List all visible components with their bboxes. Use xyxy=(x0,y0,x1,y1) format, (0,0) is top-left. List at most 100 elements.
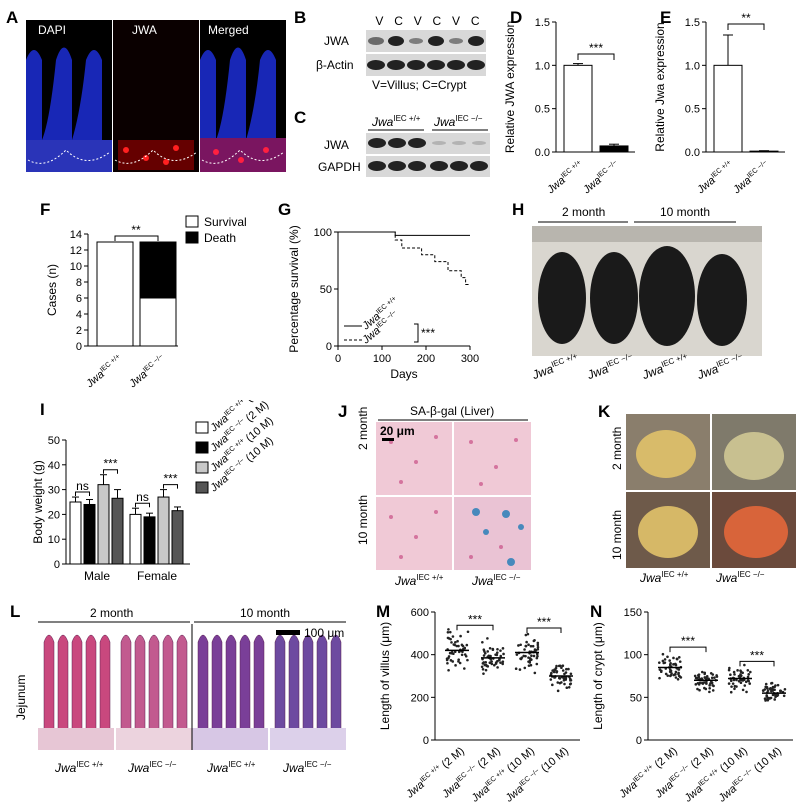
data-point xyxy=(735,678,738,682)
significance-bracket xyxy=(75,491,90,497)
data-point xyxy=(532,654,536,658)
age-brackets xyxy=(538,221,736,223)
y-axis-label: Relative JWA expression xyxy=(503,21,517,153)
data-point xyxy=(674,663,678,667)
data-point xyxy=(767,696,771,700)
data-point xyxy=(536,645,540,649)
data-point xyxy=(708,684,711,687)
data-point xyxy=(458,661,462,665)
significance-label: *** xyxy=(589,41,603,55)
data-point xyxy=(747,673,750,676)
y-axis-label: Body weight (g) xyxy=(31,460,45,543)
data-point xyxy=(669,662,672,665)
data-point xyxy=(556,681,560,684)
x-tick-label: JwaIEC −/− xyxy=(580,159,622,196)
data-point xyxy=(448,651,452,655)
data-point xyxy=(698,688,701,692)
x-tick-label: JwaIEC +/+ (10 M) xyxy=(469,745,537,803)
data-point xyxy=(567,686,571,689)
genotype-label: JwaIEC −/− xyxy=(585,351,634,383)
data-point xyxy=(483,650,486,653)
villus xyxy=(176,634,188,735)
data-point xyxy=(676,677,680,681)
data-point xyxy=(741,688,745,692)
x-tick-label: 100 xyxy=(373,353,391,365)
data-point xyxy=(454,664,457,667)
x-tick-label: 200 xyxy=(417,353,435,365)
x-tick-label: JwaIEC +/+ (10 M) xyxy=(682,745,750,803)
fluorescence-image xyxy=(26,20,286,172)
significance-bracket xyxy=(577,53,615,60)
panel-letter: G xyxy=(278,200,292,219)
data-point xyxy=(447,668,450,672)
x-axis-label: Days xyxy=(390,367,417,381)
legend-swatch xyxy=(185,231,199,244)
significance-bracket xyxy=(526,627,562,634)
y-tick-label: 1.5 xyxy=(685,17,700,29)
data-point xyxy=(728,666,731,670)
y-tick-label: 0 xyxy=(636,735,642,747)
label-dapi: DAPI xyxy=(38,23,67,37)
data-point xyxy=(517,644,520,647)
y-tick-label: 0 xyxy=(326,341,332,353)
y-axis-label: Percentage survival (%) xyxy=(287,225,301,352)
genotype-label: JwaIEC −/− xyxy=(716,570,765,585)
panel-letter: J xyxy=(338,402,348,421)
side-label: Jejunum xyxy=(14,674,28,720)
data-point xyxy=(558,664,562,668)
x-tick-label: JwaIEC −/− xyxy=(730,159,772,196)
y-tick-label: 10 xyxy=(48,534,60,546)
panel-letter: I xyxy=(40,400,45,419)
data-point xyxy=(568,677,572,681)
data-point xyxy=(670,672,673,675)
data-point xyxy=(528,661,532,664)
blot-label-actin: β-Actin xyxy=(316,58,354,72)
y-tick-label: 1.0 xyxy=(685,60,700,72)
data-point xyxy=(460,653,464,657)
significance-label: *** xyxy=(421,326,435,340)
data-point xyxy=(739,681,743,685)
data-point xyxy=(488,661,492,665)
data-point xyxy=(481,640,484,644)
data-point xyxy=(666,674,670,677)
data-point xyxy=(446,661,449,665)
data-point xyxy=(736,669,739,672)
bar-segment xyxy=(139,297,177,347)
data-point xyxy=(450,650,454,654)
data-point xyxy=(536,647,540,651)
data-point xyxy=(488,646,492,650)
data-point xyxy=(657,661,661,664)
data-point xyxy=(568,682,572,686)
y-tick-label: 2 xyxy=(76,325,82,337)
x-tick-label: JwaIEC −/− xyxy=(126,353,168,388)
significance-label: *** xyxy=(750,648,764,662)
intestine-photos xyxy=(626,414,796,568)
data-point xyxy=(783,687,787,691)
legend-swatch xyxy=(195,441,209,454)
panel-letter: H xyxy=(512,200,525,219)
data-point xyxy=(480,665,484,669)
dapi-panel xyxy=(26,47,112,172)
chart-e: 0.0 0.5 1.0 1.5 Relative Jwa expression JwaIE… xyxy=(653,11,785,196)
data-point xyxy=(531,644,535,648)
data-point xyxy=(532,639,536,643)
x-tick-label: 0 xyxy=(335,353,341,365)
y-tick-label: 20 xyxy=(48,509,60,521)
chart-m: 0 200 400 600 Length of villus (μm) JwaIEC +/… xyxy=(378,607,580,803)
data-point xyxy=(663,658,667,661)
x-tick-label: Female xyxy=(137,569,177,583)
data-point xyxy=(499,661,502,664)
data-point xyxy=(764,682,768,686)
data-point xyxy=(454,640,457,644)
survival-curve xyxy=(338,231,470,236)
data-point xyxy=(711,689,715,692)
data-point xyxy=(771,689,775,692)
data-point xyxy=(673,673,677,676)
data-point xyxy=(452,643,456,646)
data-point xyxy=(515,653,519,656)
significance-label: ns xyxy=(136,490,149,504)
data-point xyxy=(677,672,680,676)
data-point xyxy=(672,656,675,660)
data-point xyxy=(456,639,459,643)
villus xyxy=(239,634,251,735)
